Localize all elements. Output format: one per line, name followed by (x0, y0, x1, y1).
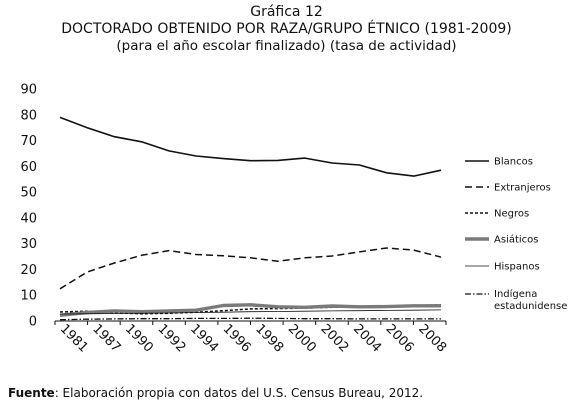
y-tick-label: 40 (20, 211, 37, 226)
chart-subtitle: (para el año escolar finalizado) (tasa d… (116, 38, 457, 54)
source-text: : Elaboración propia con datos del U.S. … (54, 386, 424, 400)
chart-axes: 0102030405060708090198119871990199219941… (20, 83, 449, 356)
x-tick-label: 2000 (285, 322, 319, 356)
x-tick-label: 1981 (57, 322, 91, 356)
x-tick-label: 1990 (122, 322, 156, 356)
series-line-5 (59, 317, 441, 321)
x-tick-label: 1992 (155, 322, 189, 356)
legend-label: Hispanos (494, 262, 540, 273)
source-note: Fuente: Elaboración propia con datos del… (8, 386, 423, 400)
chart-title: DOCTORADO OBTENIDO POR RAZA/GRUPO ÉTNICO… (61, 21, 512, 37)
series-line-0 (59, 116, 442, 177)
y-tick-label: 30 (20, 237, 37, 252)
x-tick-label: 2004 (350, 322, 384, 356)
y-tick-label: 80 (20, 108, 37, 123)
line-chart: 0102030405060708090198119871990199219941… (20, 83, 567, 356)
y-tick-label: 90 (20, 83, 37, 98)
legend-label: Blancos (494, 157, 533, 168)
y-tick-label: 10 (20, 289, 37, 304)
x-tick-label: 2006 (383, 322, 417, 356)
series-line-4 (59, 309, 442, 315)
y-tick-label: 20 (20, 263, 37, 278)
chart-label: Gráfica 12 (250, 4, 323, 20)
source-prefix: Fuente (8, 386, 55, 400)
legend-label: Negros (494, 209, 529, 220)
x-tick-label: 1987 (89, 322, 123, 356)
series-line-1 (59, 247, 442, 290)
series-line-3 (59, 303, 441, 317)
y-tick-label: 70 (20, 134, 37, 149)
chart-legend: Blancos Extranjeros Negros Asiáticos Hispano… (465, 157, 567, 312)
y-tick-label: 60 (20, 160, 37, 175)
x-tick-label: 1998 (252, 322, 286, 356)
legend-label: Indígena estadunidense (494, 288, 567, 312)
legend-label: Asiáticos (494, 234, 538, 246)
x-tick-label: 2002 (317, 322, 351, 356)
x-tick-label: 2008 (415, 322, 449, 356)
x-tick-label: 1994 (187, 322, 221, 356)
chart-series (59, 116, 442, 321)
chart-title-block: Gráfica 12 DOCTORADO OBTENIDO POR RAZA/G… (0, 4, 573, 55)
y-tick-label: 50 (20, 186, 37, 201)
legend-label: Extranjeros (494, 183, 551, 194)
x-tick-label: 1996 (220, 322, 254, 356)
y-tick-label: 0 (29, 315, 37, 330)
